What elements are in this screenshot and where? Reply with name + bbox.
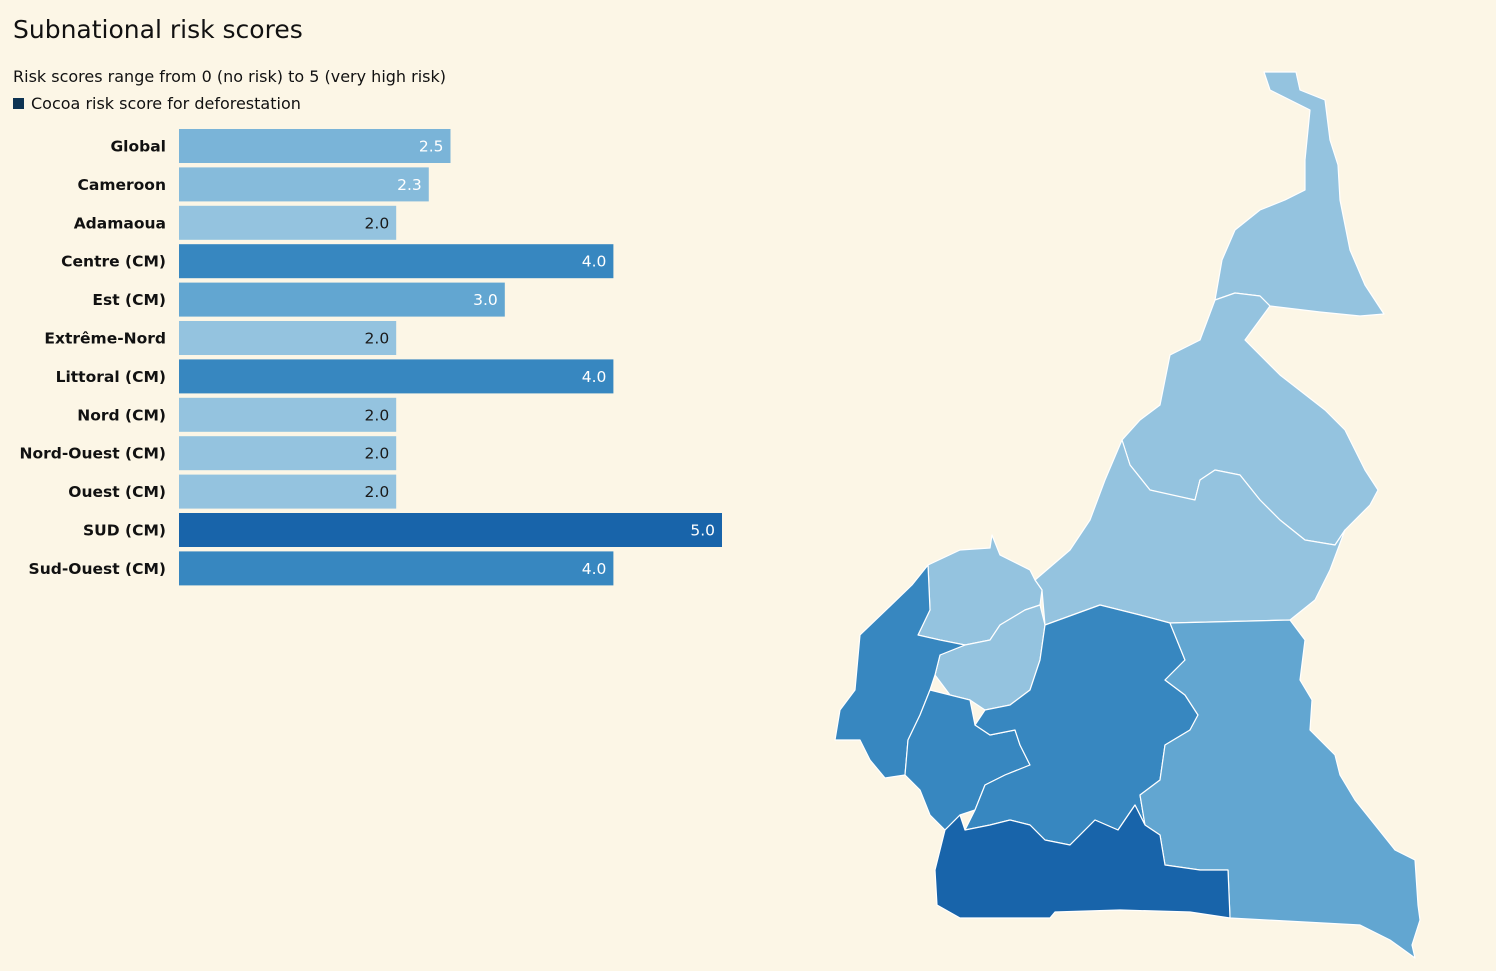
bar-Extrême-Nord	[179, 321, 397, 355]
bar-Centre (CM)	[179, 244, 614, 279]
region-est[interactable]	[1139, 619, 1421, 959]
value-label: 2.0	[365, 330, 390, 348]
value-label: 3.0	[473, 291, 498, 309]
region-sud[interactable]	[934, 804, 1231, 919]
value-label: 2.0	[365, 214, 390, 232]
category-label: Ouest (CM)	[68, 483, 166, 501]
category-label: Global	[110, 138, 166, 156]
legend: Cocoa risk score for deforestation	[13, 94, 301, 113]
bar-Adamaoua	[179, 205, 397, 240]
value-label: 4.0	[582, 368, 607, 386]
bar-Littoral (CM)	[179, 359, 614, 394]
category-label: Nord-Ouest (CM)	[19, 445, 166, 463]
category-label: Adamaoua	[74, 214, 166, 232]
category-label: Est (CM)	[92, 291, 166, 309]
chart-subtitle: Risk scores range from 0 (no risk) to 5 …	[13, 67, 447, 86]
value-label: 2.0	[365, 406, 390, 424]
bar-SUD (CM)	[179, 513, 722, 547]
value-label: 2.0	[365, 445, 390, 463]
value-label: 5.0	[690, 522, 715, 540]
value-label: 2.3	[397, 176, 422, 194]
bar-Nord-Ouest (CM)	[179, 436, 397, 471]
bar-Sud-Ouest (CM)	[179, 551, 614, 586]
category-label: Littoral (CM)	[56, 368, 166, 386]
bar-Cameroon	[179, 167, 429, 202]
legend-swatch	[13, 98, 24, 109]
legend-label: Cocoa risk score for deforestation	[31, 94, 301, 113]
category-label: Cameroon	[78, 176, 166, 194]
category-label: Nord (CM)	[77, 406, 166, 424]
bar-Global	[179, 129, 451, 163]
value-label: 4.0	[582, 560, 607, 578]
bar-chart: Global 2.5 Cameroon 2.3 Adamaoua 2.0 Centre (C…	[19, 129, 722, 586]
bar-Nord (CM)	[179, 397, 397, 432]
value-label: 2.5	[419, 138, 444, 156]
bar-Est (CM)	[179, 282, 505, 317]
category-label: Sud-Ouest (CM)	[29, 560, 166, 578]
region-extrême-nord[interactable]	[1214, 71, 1385, 317]
category-label: Centre (CM)	[61, 253, 166, 271]
value-label: 2.0	[365, 483, 390, 501]
category-label: Extrême-Nord	[44, 330, 166, 348]
value-label: 4.0	[582, 253, 607, 271]
bar-Ouest (CM)	[179, 474, 397, 509]
chart-title: Subnational risk scores	[13, 15, 303, 44]
category-label: SUD (CM)	[83, 522, 166, 540]
